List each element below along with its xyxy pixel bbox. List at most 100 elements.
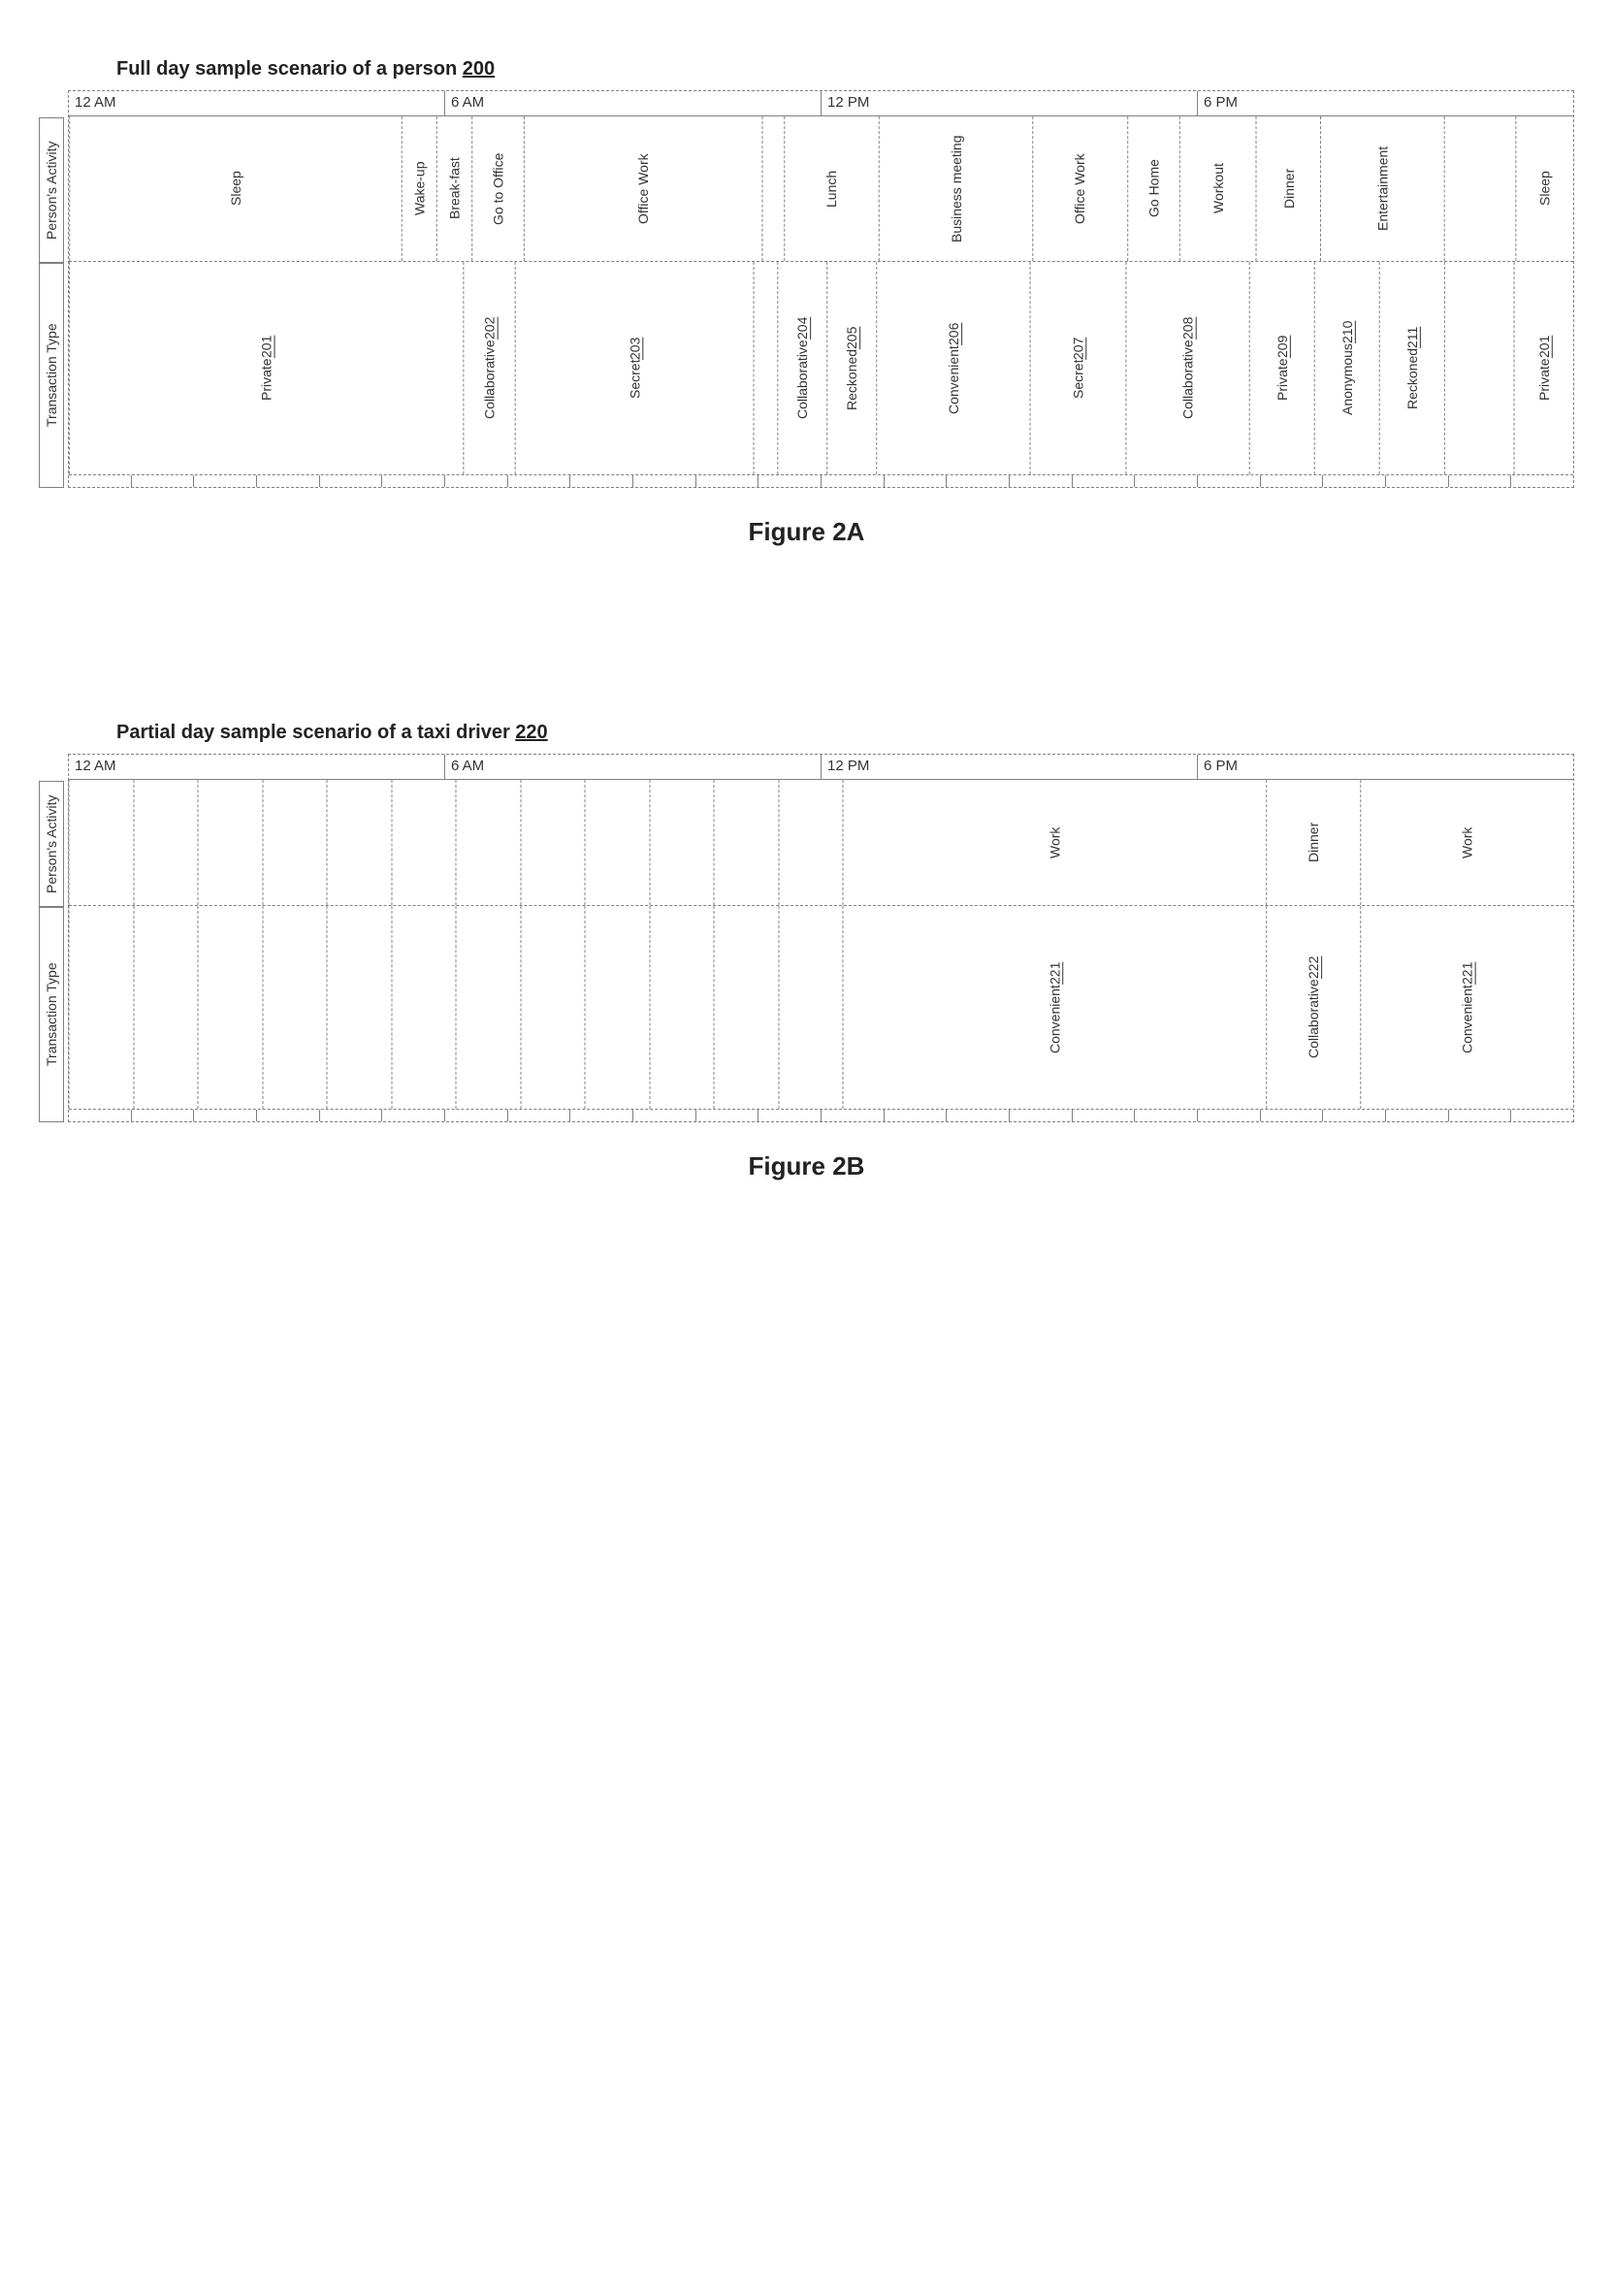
- cell-label: Secret: [1071, 360, 1086, 399]
- cell-label: Private: [259, 358, 274, 401]
- tick: [1073, 1110, 1136, 1121]
- lane-cell: Reckoned 211: [1379, 262, 1444, 474]
- lane-cell-empty: [392, 906, 457, 1109]
- tick: [1386, 475, 1449, 487]
- lane-cell: Work: [843, 780, 1266, 905]
- tick: [822, 1110, 885, 1121]
- lane-cell-empty: [714, 780, 779, 905]
- tick: [696, 1110, 759, 1121]
- transaction-lane: Private 201 Collaborative 202 Secret 203 Co…: [69, 262, 1573, 475]
- activity-lane: SleepWake-upBreak-fastGo to OfficeOffice…: [69, 116, 1573, 262]
- tick: [257, 475, 320, 487]
- tick: [1073, 475, 1136, 487]
- lane-cell-empty: [521, 780, 586, 905]
- lane-cell: Private 209: [1249, 262, 1314, 474]
- cell-label: Collaborative: [794, 340, 810, 419]
- tick: [1135, 1110, 1198, 1121]
- cell-label: Collaborative: [1180, 340, 1196, 419]
- cell-ref: 207: [1071, 338, 1086, 360]
- cell-ref: 222: [1306, 956, 1321, 979]
- lane-cell: Lunch: [784, 116, 878, 261]
- lane-cell: Office Work: [1032, 116, 1126, 261]
- tick: [1511, 475, 1573, 487]
- tick: [885, 475, 948, 487]
- tick: [132, 475, 195, 487]
- time-header-cell: 12 AM: [69, 91, 445, 115]
- tick: [132, 1110, 195, 1121]
- cell-label: Wake-up: [412, 162, 428, 216]
- lane-cell-empty: [263, 780, 328, 905]
- tick: [947, 475, 1010, 487]
- cell-label: Dinner: [1280, 169, 1296, 209]
- tick: [1323, 475, 1386, 487]
- lane-cell: Office Work: [524, 116, 761, 261]
- lane-cell: Reckoned 205: [826, 262, 876, 474]
- tick: [1198, 1110, 1261, 1121]
- lane-cell-empty: [714, 906, 779, 1109]
- cell-label: Collaborative: [1306, 979, 1321, 1058]
- cell-ref: 209: [1274, 336, 1290, 358]
- lane-cell-empty: [585, 906, 650, 1109]
- lane-cell-empty: [585, 780, 650, 905]
- time-header: 12 AM6 AM12 PM6 PM: [69, 91, 1573, 116]
- lane-cell-empty: [198, 906, 263, 1109]
- cell-label: Anonymous: [1339, 343, 1355, 415]
- lane-cell-empty: [521, 906, 586, 1109]
- lane-cell-empty: [327, 780, 392, 905]
- figure-2a-body: 12 AM6 AM12 PM6 PM SleepWake-upBreak-fas…: [68, 90, 1574, 488]
- figure-2a-row-labels: Person's Activity Transaction Type: [39, 90, 64, 488]
- lane-cell: Private 201: [69, 262, 463, 474]
- cell-label: Office Work: [635, 153, 651, 224]
- title-text: Partial day sample scenario of a taxi dr…: [116, 722, 510, 743]
- cell-label: Sleep: [228, 172, 243, 207]
- tick: [696, 475, 759, 487]
- cell-ref: 202: [482, 317, 498, 340]
- tick: [1323, 1110, 1386, 1121]
- tick-row: [69, 1110, 1573, 1121]
- cell-ref: 201: [1536, 336, 1552, 358]
- tick: [570, 475, 633, 487]
- lane-cell-empty: [134, 780, 199, 905]
- cell-label: Convenient: [1459, 985, 1474, 1053]
- lane-cell: Convenient 221: [1360, 906, 1573, 1109]
- tick: [1386, 1110, 1449, 1121]
- figure-2b-title: Partial day sample scenario of a taxi dr…: [116, 722, 1574, 744]
- row-label-transaction: Transaction Type: [39, 263, 64, 488]
- figure-2a-chart: Person's Activity Transaction Type 12 AM…: [39, 90, 1574, 488]
- tick: [1449, 475, 1512, 487]
- tick: [1010, 1110, 1073, 1121]
- tick: [1511, 1110, 1573, 1121]
- row-label-transaction: Transaction Type: [39, 907, 64, 1122]
- lane-cell: Sleep: [1515, 116, 1573, 261]
- lane-cell-empty: [1444, 116, 1515, 261]
- lane-cell: Business meeting: [879, 116, 1033, 261]
- tick: [633, 475, 696, 487]
- figure-2b: Partial day sample scenario of a taxi dr…: [39, 722, 1574, 1181]
- cell-ref: 210: [1339, 321, 1355, 343]
- cell-label: Lunch: [823, 170, 839, 207]
- cell-ref: 211: [1404, 327, 1420, 348]
- lane-cell-empty: [761, 116, 784, 261]
- tick: [1135, 475, 1198, 487]
- lane-cell-empty: [69, 780, 134, 905]
- cell-label: Collaborative: [482, 340, 498, 419]
- time-header-cell: 12 PM: [822, 755, 1198, 779]
- lane-cell-empty: [456, 906, 521, 1109]
- tick: [1198, 475, 1261, 487]
- time-header-cell: 6 AM: [445, 91, 822, 115]
- figure-2a-title: Full day sample scenario of a person 200: [116, 58, 1574, 81]
- tick: [1449, 1110, 1512, 1121]
- figure-2a: Full day sample scenario of a person 200…: [39, 58, 1574, 547]
- lane-cell: Work: [1360, 780, 1573, 905]
- cell-label: Go Home: [1145, 160, 1161, 218]
- time-header: 12 AM6 AM12 PM6 PM: [69, 755, 1573, 780]
- row-label-activity: Person's Activity: [39, 117, 64, 263]
- cell-ref: 221: [1047, 961, 1062, 984]
- cell-ref: 203: [628, 338, 643, 360]
- lane-cell-empty: [134, 906, 199, 1109]
- time-header-cell: 6 AM: [445, 755, 822, 779]
- lane-cell-empty: [650, 780, 715, 905]
- lane-cell-empty: [456, 780, 521, 905]
- lane-cell-empty: [263, 906, 328, 1109]
- tick: [1261, 1110, 1324, 1121]
